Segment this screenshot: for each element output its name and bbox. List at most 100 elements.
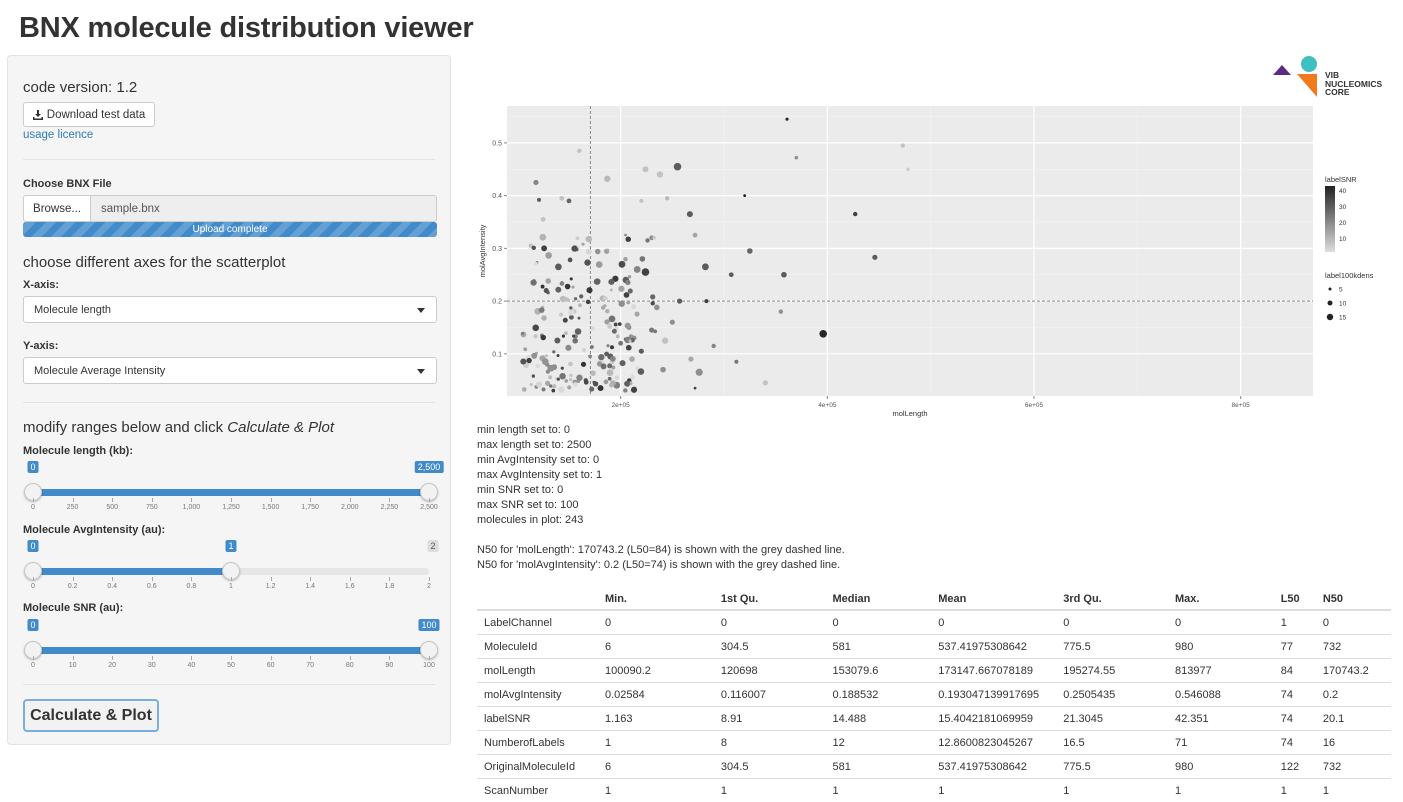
column-header: Median — [825, 588, 931, 610]
slider-max-value: 2 — [427, 540, 438, 552]
table-cell: 581 — [825, 635, 931, 659]
data-point — [639, 349, 644, 354]
calculate-plot-button[interactable]: Calculate & Plot — [23, 699, 159, 732]
usage-licence-link[interactable]: usage licence — [23, 129, 93, 141]
data-point — [558, 386, 564, 392]
data-point — [795, 156, 799, 160]
table-cell: 6 — [598, 755, 714, 779]
data-point — [598, 354, 604, 360]
slider-tick-label: 1.2 — [266, 583, 276, 590]
table-cell: 1 — [714, 779, 826, 802]
data-point — [618, 286, 624, 292]
table-cell: 0.2 — [1316, 683, 1391, 707]
summary-line: max AvgIntensity set to: 1 — [477, 468, 602, 483]
slider-tick — [73, 498, 74, 502]
data-point — [586, 287, 592, 293]
data-point — [614, 323, 618, 327]
slider-tick — [271, 498, 272, 502]
data-point — [575, 236, 579, 240]
data-point — [539, 307, 545, 313]
table-cell: 1 — [1274, 610, 1316, 635]
x-axis-label: molLength — [892, 409, 927, 418]
download-test-data-button[interactable]: Download test data — [23, 102, 155, 127]
data-point — [537, 198, 541, 202]
legend-color-bar — [1325, 186, 1335, 252]
data-point — [563, 297, 568, 302]
table-cell: 0.02584 — [598, 683, 714, 707]
slider-high-value: 100 — [418, 619, 439, 631]
data-point — [598, 385, 604, 391]
slider-tick-label: 500 — [106, 504, 118, 511]
data-point — [545, 278, 551, 284]
plot-background — [507, 106, 1313, 396]
slider-tick-label: 0 — [31, 583, 35, 590]
y-axis-label: molAvgIntensity — [478, 224, 487, 277]
n50-summary: N50 for 'molLength': 170743.2 (L50=84) i… — [477, 543, 845, 573]
data-point — [763, 380, 768, 385]
summary-line: max length set to: 2500 — [477, 438, 602, 453]
data-point — [584, 259, 590, 265]
slider-tick-label: 0.4 — [107, 583, 117, 590]
ranges-heading: modify ranges below and click Calculate … — [23, 419, 334, 436]
slider-tick-label: 2 — [427, 583, 431, 590]
data-point — [545, 354, 548, 357]
data-point — [601, 363, 607, 369]
data-point — [552, 350, 555, 353]
data-point — [582, 348, 586, 352]
data-point — [603, 304, 606, 307]
data-point — [729, 272, 734, 277]
data-point — [628, 289, 633, 294]
data-point — [606, 344, 609, 347]
legend-color-label: 20 — [1339, 220, 1347, 227]
data-point — [696, 369, 703, 376]
table-cell: 42.351 — [1168, 707, 1274, 731]
data-point — [568, 258, 573, 263]
data-point — [629, 356, 635, 362]
data-point — [872, 255, 877, 260]
data-point — [592, 381, 595, 384]
data-point — [609, 315, 616, 322]
table-cell: 14.488 — [825, 707, 931, 731]
data-point — [534, 262, 538, 266]
slider-tick — [271, 656, 272, 660]
data-point — [586, 300, 591, 305]
data-point — [610, 356, 616, 362]
slider-tick — [350, 656, 351, 660]
browse-button[interactable]: Browse... — [23, 195, 91, 222]
x-axis-label: X-axis: — [23, 279, 59, 291]
slider-tick-label: 1.8 — [385, 583, 395, 590]
legend-size-label: 15 — [1339, 315, 1347, 322]
x-axis-select[interactable]: Molecule length — [23, 296, 437, 323]
data-point — [642, 268, 650, 276]
slider-tick — [429, 656, 430, 660]
data-point — [547, 365, 554, 372]
slider-tick-label: 250 — [67, 504, 79, 511]
table-cell: 980 — [1168, 635, 1274, 659]
data-point — [568, 309, 574, 315]
data-point — [557, 377, 560, 380]
data-point — [687, 211, 693, 217]
data-point — [542, 358, 549, 365]
column-header: Min. — [598, 588, 714, 610]
row-label: LabelChannel — [477, 610, 598, 635]
data-point — [612, 329, 617, 334]
data-point — [567, 199, 572, 204]
slider-tick — [112, 656, 113, 660]
y-axis-select[interactable]: Molecule Average Intensity — [23, 357, 437, 384]
summary-line: min AvgIntensity set to: 0 — [477, 453, 602, 468]
data-point — [595, 249, 601, 255]
file-name-field[interactable]: sample.bnx — [90, 195, 437, 222]
file-input-label: Choose BNX File — [23, 178, 112, 190]
slider-tick — [429, 577, 430, 581]
data-point — [555, 287, 561, 293]
slider-tick — [350, 498, 351, 502]
slider-tick — [231, 498, 232, 502]
data-point — [610, 380, 616, 386]
slider-tick-label: 2,500 — [420, 504, 438, 511]
